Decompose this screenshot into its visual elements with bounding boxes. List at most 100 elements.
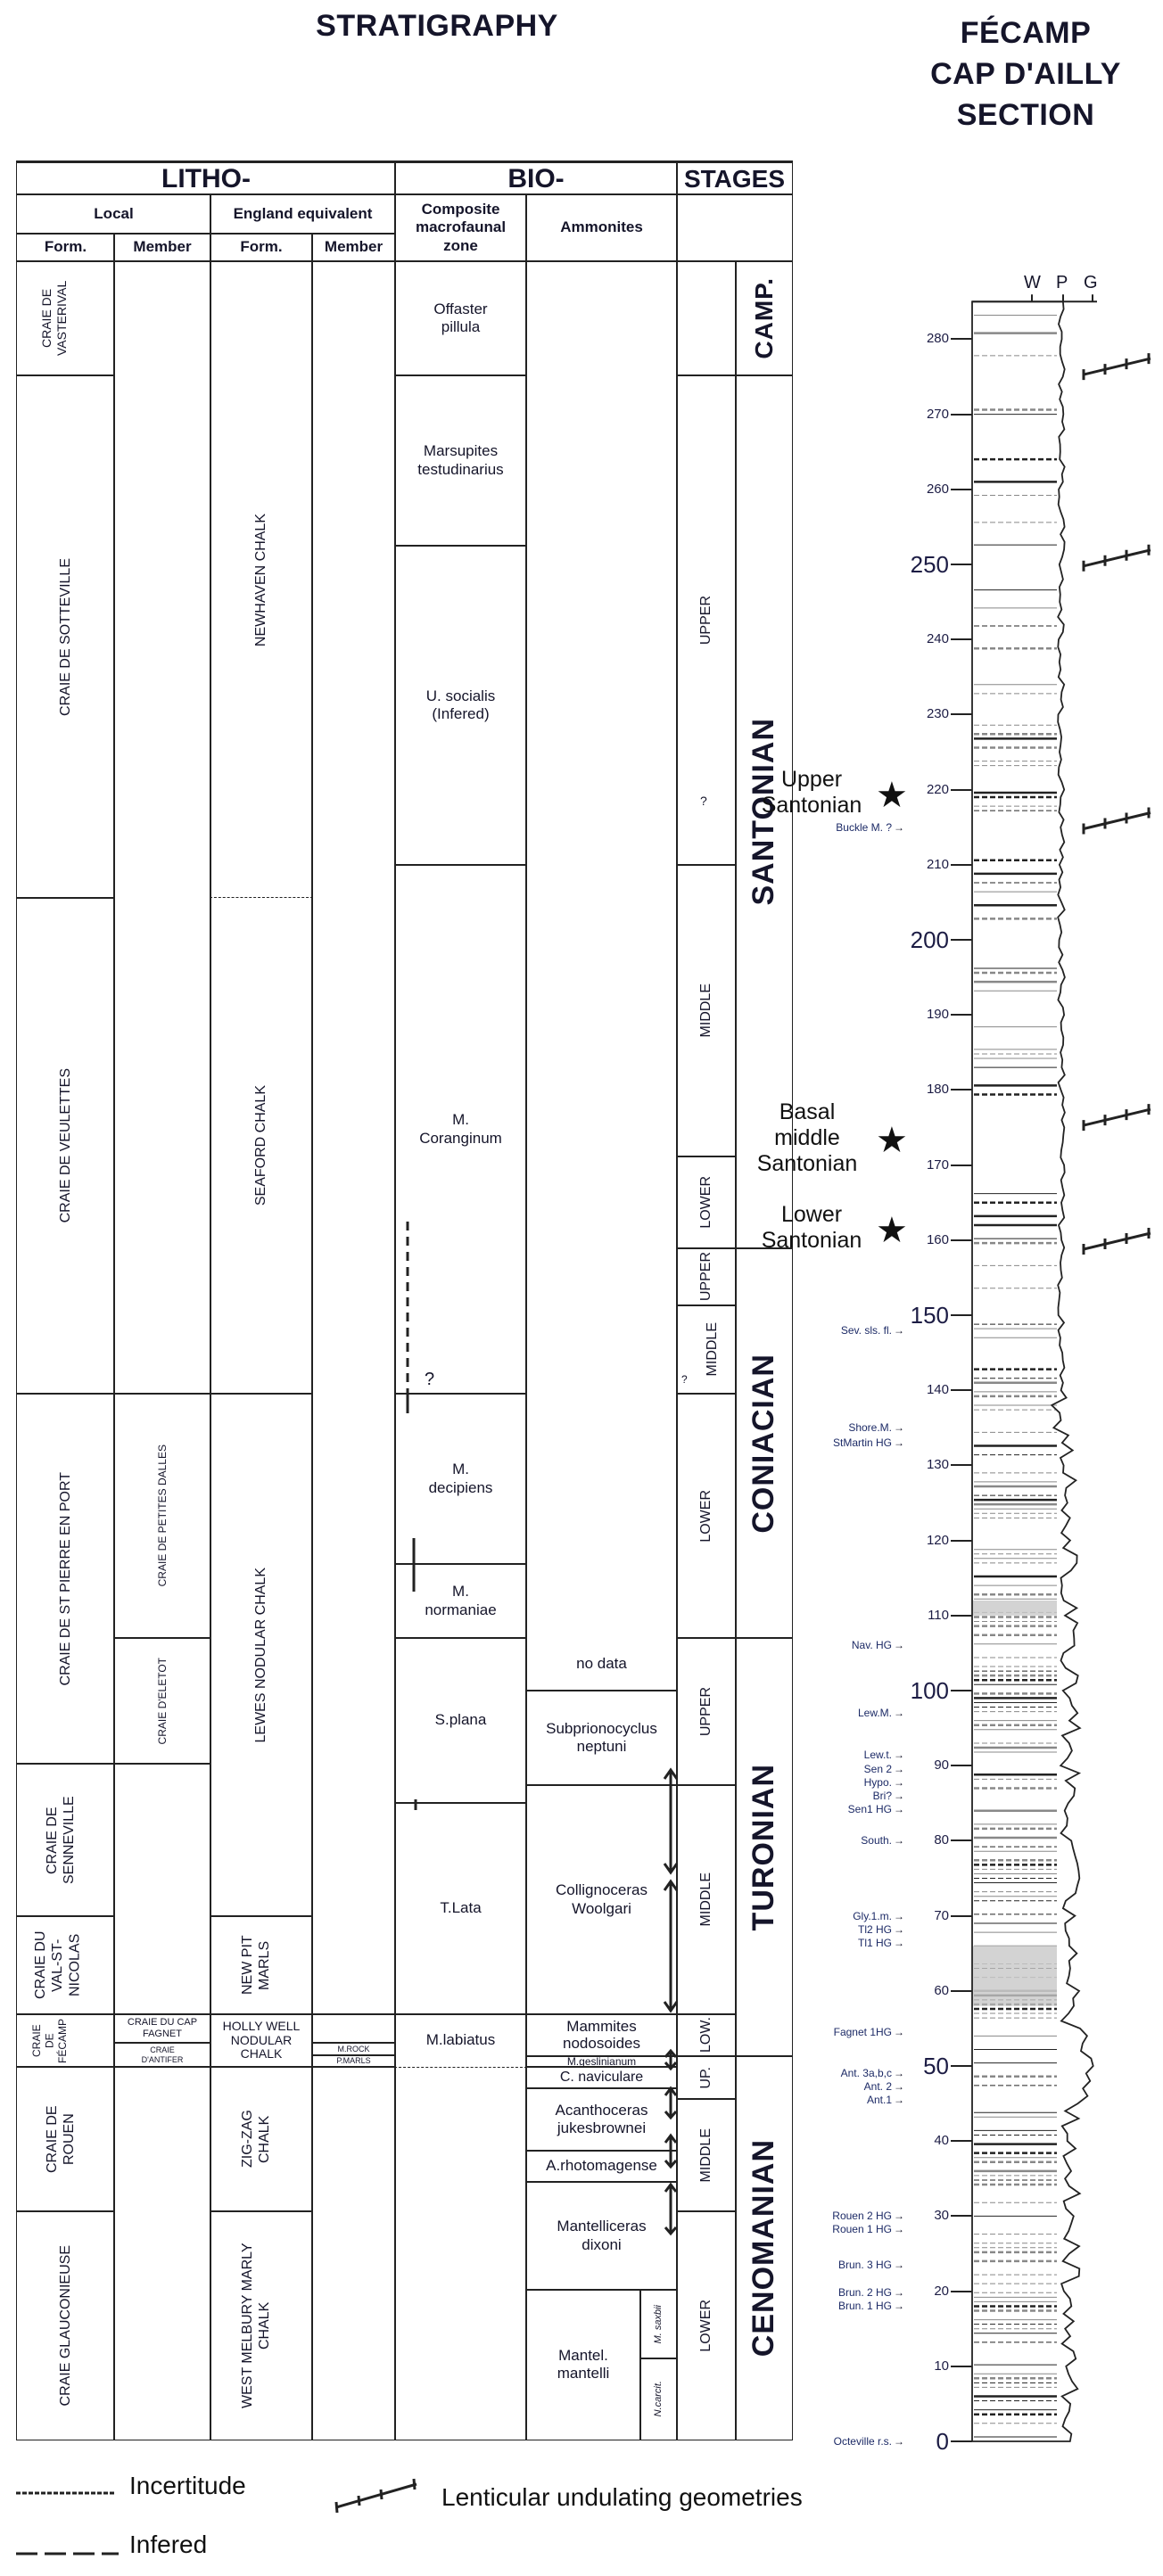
depth-tick [951,939,972,941]
ammonite-n-carcit: N.carcit. [639,2358,678,2440]
marker-arrow-icon: → [894,820,904,834]
depth-tick [951,1164,972,1166]
marker-bed-label: Fagnet 1HG [833,2026,892,2039]
depth-tick-label: 170 [926,1156,949,1173]
marker-arrow-icon: → [894,2026,904,2039]
depth-tick [951,2290,972,2292]
star-icon: ★ [876,1211,908,1251]
composite-uncertain-lines [406,1222,417,1810]
substage-coniacian-lower: LOWER [676,1393,737,1639]
depth-tick-label: 110 [928,1607,949,1623]
depth-tick-label: 230 [926,706,949,722]
local-form-fecamp: CRAIE DE FÉCAMP [16,2013,115,2068]
depth-tick-label: 150 [910,1302,949,1329]
depth-tick-label: 280 [926,331,949,347]
label: MIDDLE [698,2127,714,2183]
composite-s-plana: S.plana [394,1637,527,1804]
marker-arrow-icon: → [894,2300,904,2313]
england-member-m-rock: M.ROCK [311,2042,396,2056]
england-form-west-melbury: WEST MELBURY MARLY CHALK [210,2210,313,2440]
depth-tick-label: 120 [926,1532,949,1548]
depth-tick-label: 140 [926,1382,949,1398]
legend-infered: Infered [129,2531,208,2558]
label: WEST MELBURY MARLY CHALK [240,2243,273,2408]
label: CAMP. [749,277,778,359]
grey-bed [972,1600,1057,1616]
marker-bed-label: South. [861,1834,892,1848]
depth-tick [951,788,972,791]
dated-level-label: Upper Santonian [761,767,862,818]
marker-arrow-icon: → [894,2259,904,2272]
label: no data [576,1654,627,1672]
substage-question: ? [700,794,707,808]
composite-offaster: Offaster pillula [394,260,527,376]
lithology-column [971,294,1151,2442]
marker-bed-label: Ant. 2 [863,2080,892,2094]
label: MIDDLE [698,1872,714,1927]
marker-arrow-icon: → [894,1803,904,1816]
stage-coniacian: CONIACIAN [735,1247,793,1639]
composite-m-coranginum: M. Coranginum [394,864,527,1395]
depth-tick [951,1089,972,1091]
marker-bed-label: Gly.1.m. [853,1909,892,1922]
depth-tick-label: 210 [926,856,949,872]
header-composite: Composite macrofaunal zone [394,193,527,262]
depth-tick [951,1839,972,1842]
depth-tick [951,488,972,490]
depth-tick [951,1690,972,1691]
label: CRAIE DE VASTERIVAL [38,280,69,357]
depth-tick-label: 220 [926,781,949,797]
label: CRAIE DE SOTTEVILLE [57,557,73,716]
grain-p: P [1056,273,1068,292]
composite-marsupites: Marsupites testudinarius [394,374,527,547]
stage-campanian: CAMP. [735,260,793,376]
depth-tick-label: 260 [926,481,949,497]
label: MIDDLE [705,1322,721,1377]
header-england-form: Form. [210,233,313,262]
depth-tick-label: 30 [934,2208,949,2224]
ammonite-collignoceras: Collignoceras Woolgari [525,1784,678,2015]
substage-question: ? [681,1373,688,1386]
england-form-zig-zag: ZIG-ZAG CHALK [210,2066,313,2212]
marker-bed-label: Hypo. [863,1776,892,1790]
england-member-blank [311,260,396,2015]
marker-bed-label: Shore.M. [848,1421,892,1435]
depth-tick [951,1239,972,1241]
label: UP. [698,2066,714,2089]
ammonite-acanthoceras: Acanthoceras jukesbrownei [525,2087,678,2152]
header-england-member: Member [311,233,396,262]
depth-tick [951,1389,972,1392]
label: LEWES NODULAR CHALK [253,1567,269,1743]
local-form-glauconieuse: CRAIE GLAUCONIEUSE [16,2210,115,2440]
section-title-line: CAP D'AILLY [930,57,1121,91]
composite-blank [394,2066,527,2440]
infered-line-icon [16,2552,119,2555]
marker-arrow-icon: → [894,1909,904,1922]
substage-turonian-middle: MIDDLE [676,1784,737,2015]
ammonite-no-data: no data [525,260,678,1691]
label: LOWER [698,2299,714,2352]
marker-arrow-icon: → [894,1936,904,1949]
local-form-rouen: CRAIE DE ROUEN [16,2066,115,2212]
marker-bed-label: Brun. 1 HG [837,2300,892,2313]
depth-tick [951,2215,972,2218]
depth-tick [951,863,972,866]
header-stages: STAGES [676,160,793,195]
depth-tick [951,1614,972,1617]
composite-m-normaniae: M. normaniae [394,1563,527,1639]
label: LOWER [698,1489,714,1543]
marker-arrow-icon: → [894,1707,904,1720]
section-title-line: SECTION [956,98,1095,132]
stratigraphy-title: STRATIGRAPHY [316,9,558,43]
label: CENOMANIAN [746,2138,781,2358]
marker-arrow-icon: → [894,1776,904,1790]
ammonite-subprionocyclus: Subprionocyclus neptuni [525,1690,678,1786]
depth-tick-label: 200 [910,926,949,953]
depth-tick-label: 180 [926,1082,949,1098]
grain-w: W [1024,273,1041,292]
label: UPPER [698,1252,714,1302]
depth-tick-label: 60 [934,1982,949,1998]
marker-bed-label: Sev. sls. fl. [840,1323,892,1337]
depth-tick-label: 100 [910,1677,949,1704]
range-arrow [664,2133,678,2169]
